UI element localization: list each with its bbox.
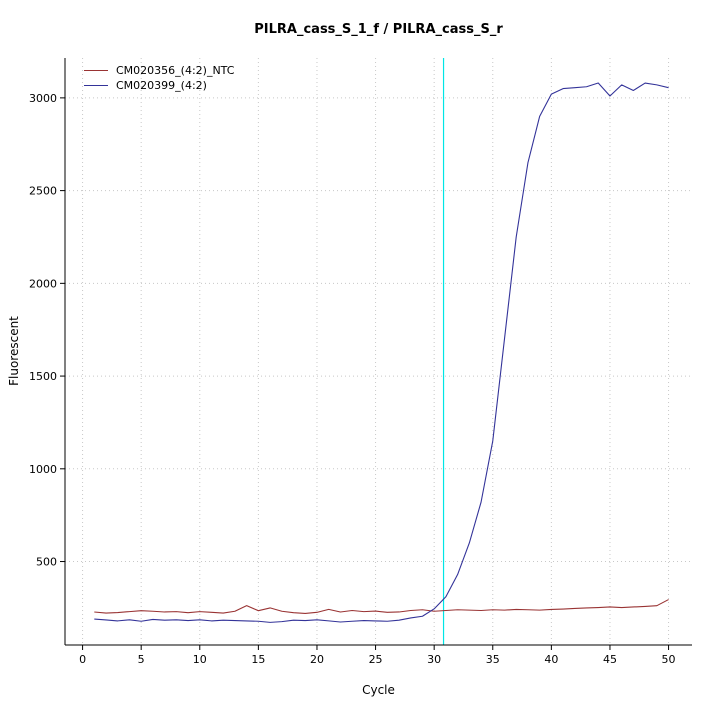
series-line-0 (94, 599, 669, 615)
x-tick-label: 45 (603, 653, 617, 666)
sample-line-swatch (84, 85, 108, 86)
legend-item-ntc: CM020356_(4:2)_NTC (84, 63, 234, 78)
ntc-line-swatch (84, 70, 108, 71)
series-line-1 (94, 82, 669, 623)
x-tick-label: 30 (427, 653, 441, 666)
legend-label-ntc: CM020356_(4:2)_NTC (116, 64, 235, 77)
y-tick-label: 1000 (29, 463, 57, 476)
x-axis-label: Cycle (362, 683, 395, 697)
legend-item-sample: CM020399_(4:2) (84, 78, 234, 93)
x-tick-label: 50 (662, 653, 676, 666)
y-tick-label: 2000 (29, 277, 57, 290)
y-tick-label: 3000 (29, 92, 57, 105)
x-tick-label: 10 (193, 653, 207, 666)
legend: CM020356_(4:2)_NTC CM020399_(4:2) (84, 63, 234, 93)
y-tick-label: 500 (36, 556, 57, 569)
x-tick-label: 40 (544, 653, 558, 666)
legend-label-sample: CM020399_(4:2) (116, 79, 207, 92)
y-tick-label: 2500 (29, 185, 57, 198)
x-tick-label: 35 (486, 653, 500, 666)
x-tick-label: 15 (251, 653, 265, 666)
x-tick-label: 20 (310, 653, 324, 666)
x-tick-label: 5 (138, 653, 145, 666)
x-tick-label: 25 (369, 653, 383, 666)
y-tick-label: 1500 (29, 370, 57, 383)
chart-title: PILRA_cass_S_1_f / PILRA_cass_S_r (254, 22, 503, 37)
x-tick-label: 0 (79, 653, 86, 666)
